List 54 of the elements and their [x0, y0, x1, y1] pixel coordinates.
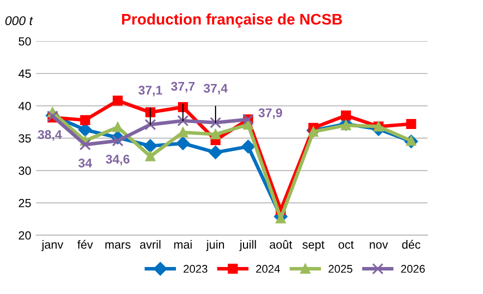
y-tick-label: 35	[18, 134, 31, 143]
point	[210, 129, 221, 140]
x-tick-label: mai	[174, 240, 192, 249]
data-label: 34,6	[106, 154, 130, 166]
x-tick-label: avril	[140, 240, 160, 249]
point	[406, 118, 416, 129]
y-tick-label: 25	[18, 198, 31, 208]
chart-title: Production française de NCSB	[122, 13, 342, 28]
x-tick-label: déc	[402, 240, 420, 249]
point	[145, 151, 156, 162]
y-tick-label: 20	[18, 231, 31, 240]
x-tick-label: juin	[206, 240, 224, 252]
point	[208, 146, 222, 160]
point	[177, 115, 189, 126]
y-tick-label: 40	[18, 102, 31, 110]
x-tick-label: juill	[239, 240, 256, 252]
point	[112, 122, 123, 132]
y-tick-label: 45	[18, 70, 31, 78]
legend-label: 2025	[328, 264, 352, 273]
point	[308, 126, 318, 137]
x-tick-label: sept	[302, 240, 324, 252]
x-tick-label: nov	[370, 242, 388, 249]
y-axis-title: 000 t	[5, 16, 34, 26]
data-label: 37,1	[138, 86, 162, 96]
point	[79, 138, 91, 150]
data-label: 34	[78, 158, 92, 168]
point	[241, 140, 255, 154]
x-tick-label: mars	[105, 242, 130, 249]
x-tick-label: oct	[338, 240, 354, 249]
legend-label: 2023	[184, 264, 208, 273]
x-tick-label: fév	[77, 240, 93, 249]
point	[144, 139, 158, 153]
point	[112, 96, 123, 106]
point	[78, 123, 92, 136]
point	[340, 120, 351, 130]
legend-label: 2026	[401, 264, 425, 273]
data-label: 37,7	[171, 82, 195, 93]
point	[276, 213, 286, 224]
legend-label: 2024	[256, 264, 280, 273]
data-label: 37,9	[258, 108, 282, 120]
x-tick-label: août	[270, 240, 292, 249]
point	[112, 135, 124, 146]
point	[176, 136, 190, 150]
point	[80, 115, 90, 126]
data-label: 38,4	[38, 130, 62, 141]
y-tick-label: 50	[18, 37, 31, 46]
point	[340, 110, 351, 121]
point	[210, 116, 222, 128]
point	[144, 118, 156, 130]
point	[243, 120, 254, 130]
point	[178, 127, 188, 138]
x-tick-label: janv	[41, 240, 64, 252]
data-label: 37,4	[204, 84, 228, 94]
y-tick-label: 30	[18, 166, 31, 175]
